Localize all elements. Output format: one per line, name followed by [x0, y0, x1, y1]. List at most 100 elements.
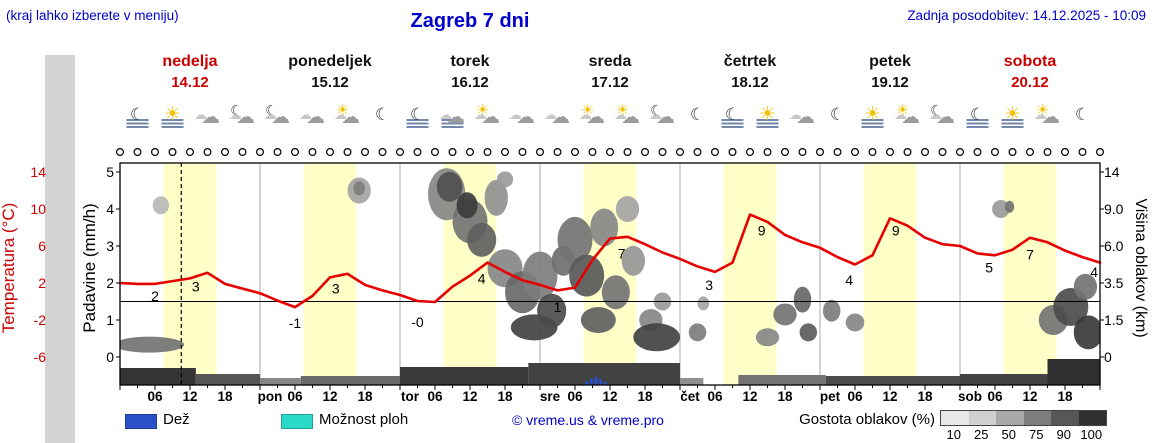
temp-value-label: 4: [1090, 264, 1098, 280]
wind-calm-circle: [238, 148, 247, 157]
wind-calm-circle: [518, 148, 527, 157]
svg-text:☀: ☀: [1004, 104, 1021, 125]
rain-legend-swatch: [125, 414, 157, 429]
cloud-blob: [601, 275, 630, 310]
weather-icon-cloud-icon: ☁☁: [789, 107, 815, 128]
svg-text:☾: ☾: [725, 105, 740, 124]
svg-text:☁: ☁: [929, 107, 942, 122]
credit-link[interactable]: © vreme.us & vreme.pro: [512, 412, 664, 428]
wind-calm-circle: [938, 148, 947, 157]
rain-bar: [599, 379, 603, 385]
day-name: nedelja: [162, 53, 218, 70]
wind-calm-circle: [431, 148, 440, 157]
cloud-blob: [755, 328, 780, 347]
weather-icon-moon-icon: ☾: [690, 105, 705, 124]
low-cloud-band: [680, 378, 704, 385]
wind-calm-circle: [850, 148, 859, 157]
svg-text:☀: ☀: [864, 104, 881, 125]
svg-text:☁: ☁: [579, 107, 592, 122]
wind-calm-circle: [326, 148, 335, 157]
weather-icon-moon-cloud-icon: ☾☁☁: [229, 102, 255, 128]
x-hour-label: 12: [322, 389, 338, 404]
temp-tick: 14: [30, 164, 46, 180]
cloud-blob: [537, 293, 567, 328]
wind-calm-circle: [745, 148, 754, 157]
weather-icon-sun-fog-icon: ☀: [161, 104, 184, 128]
precip-tick: 1: [106, 312, 114, 328]
temp-value-label: 7: [618, 245, 626, 261]
svg-text:☾: ☾: [130, 105, 145, 124]
wind-calm-circle: [501, 148, 510, 157]
density-swatch: [941, 411, 969, 425]
rain-bar: [594, 376, 598, 385]
weather-icon-moon-fog-icon: ☾: [721, 105, 744, 128]
x-hour-label: 06: [987, 389, 1003, 404]
wind-calm-circle: [273, 148, 282, 157]
day-header-sreda: sreda 17.12: [540, 53, 680, 91]
wind-calm-circle: [815, 148, 824, 157]
wind-calm-circle: [588, 148, 597, 157]
wind-calm-circle: [378, 148, 387, 157]
cloud-blob: [569, 254, 605, 297]
wind-calm-circle: [256, 148, 265, 157]
rain-bar: [603, 382, 607, 385]
svg-text:☁: ☁: [201, 107, 220, 128]
svg-text:☾: ☾: [410, 105, 425, 124]
svg-text:☁: ☁: [236, 107, 255, 128]
weather-icon-moon-fog-icon: ☾: [406, 105, 429, 128]
daylight-band: [723, 163, 777, 385]
svg-text:☾: ☾: [1075, 105, 1090, 124]
cloud-blob: [992, 200, 1010, 218]
svg-text:☁: ☁: [264, 107, 277, 122]
precip-tick: 3: [106, 238, 114, 254]
precip-tick: 5: [106, 164, 114, 180]
cloud-blob: [484, 179, 508, 216]
svg-text:☁: ☁: [621, 107, 640, 128]
weather-icon-cloud-icon: ☁☁: [544, 107, 570, 128]
weather-icon-moon-cloud-icon: ☾☁☁: [649, 102, 675, 128]
temp-value-label: 2: [151, 288, 159, 304]
low-cloud-band: [260, 378, 301, 385]
day-date: 19.12: [871, 74, 909, 91]
temp-value-label: 3: [705, 277, 713, 293]
showers-legend-label: Možnost ploh: [319, 411, 409, 428]
cloud-blob: [590, 208, 619, 247]
cloud-blob: [773, 303, 797, 326]
wind-calm-circle: [535, 148, 544, 157]
svg-text:☀: ☀: [164, 104, 181, 125]
cloud-blob: [353, 181, 365, 196]
precip-tick: 4: [106, 201, 114, 217]
svg-text:☀: ☀: [581, 102, 594, 119]
x-hour-label: 18: [497, 389, 513, 404]
cloud-blob: [822, 299, 841, 322]
cloud-blob: [467, 222, 497, 257]
day-header-sobota: sobota 20.12: [960, 53, 1100, 91]
svg-text:☾: ☾: [970, 105, 985, 124]
weather-icon-sun-cloud-icon: ☀☁☁: [1034, 102, 1060, 128]
temperature-line: [118, 213, 1102, 309]
wind-calm-circle: [1008, 148, 1017, 157]
weather-icon-sun-cloud-icon: ☀☁☁: [334, 102, 360, 128]
wind-calm-circle: [168, 148, 177, 157]
cloud-height-tick: 6.0: [1104, 238, 1124, 254]
svg-text:☁: ☁: [299, 107, 312, 122]
wind-calm-circle: [203, 148, 212, 157]
svg-text:☾: ☾: [690, 105, 705, 124]
temp-tick: 2: [38, 275, 46, 291]
x-hour-label: 12: [1022, 389, 1038, 404]
svg-text:☁: ☁: [796, 107, 815, 128]
temp-tick: 6: [38, 238, 46, 254]
wind-calm-circle: [151, 148, 160, 157]
cloud-density-label: Gostota oblakov (%): [799, 411, 935, 428]
wind-calm-circle: [990, 148, 999, 157]
day-date: 20.12: [1011, 74, 1049, 91]
x-hour-label: 06: [427, 389, 443, 404]
cloud-blob: [1073, 315, 1100, 350]
wind-calm-circle: [728, 148, 737, 157]
temp-value-label: 3: [332, 281, 340, 297]
x-hour-label: 12: [882, 389, 898, 404]
weather-icon-moon-cloud-icon: ☾☁☁: [264, 102, 290, 128]
svg-text:☾: ☾: [930, 102, 943, 118]
svg-text:☁: ☁: [649, 107, 662, 122]
